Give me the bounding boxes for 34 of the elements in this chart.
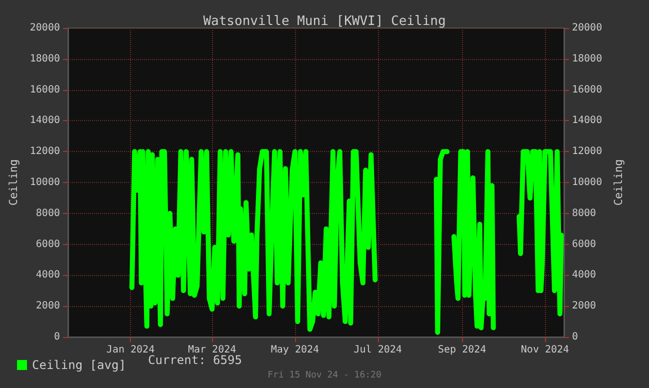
x-tick-label: Mar 2024 [188, 344, 236, 356]
y2-tick-label: 12000 [572, 146, 602, 158]
y-tick-label: 16000 [30, 84, 60, 96]
x-tick-label: Jul 2024 [354, 344, 402, 356]
y2-tick-label: 0 [572, 332, 578, 342]
y2-tick-label: 16000 [572, 84, 602, 96]
y-tick-label: 2000 [36, 300, 60, 312]
y-tick-label: 18000 [30, 53, 60, 64]
y2-axis-title: Ceiling [612, 159, 626, 206]
chart-title: Watsonville Muni [KWVI] Ceiling [203, 14, 446, 29]
y-tick-label: 0 [54, 332, 60, 342]
x-tick-label: Nov 2024 [520, 344, 570, 356]
y-axis-title: Ceiling [7, 159, 20, 206]
y-tick-label: 12000 [30, 146, 60, 158]
y-tick-label: 20000 [30, 22, 60, 34]
legend-label: Ceiling [avg] [32, 358, 126, 372]
y2-tick-label: 2000 [572, 300, 596, 312]
x-tick-label: May 2024 [270, 344, 320, 356]
x-tick-label: Sep 2024 [438, 344, 486, 356]
y2-tick-label: 10000 [572, 177, 602, 188]
text: Current: 6595 [148, 353, 242, 367]
text: Fri 15 Nov 24 - 16:20 [268, 370, 382, 380]
y-tick-label: 4000 [36, 270, 60, 281]
y2-tick-label: 14000 [572, 115, 602, 126]
y-tick-label: 8000 [36, 208, 60, 219]
y2-tick-label: 18000 [572, 53, 602, 64]
x-tick-label: Jan 2024 [106, 344, 155, 356]
y-tick-label: 6000 [36, 238, 60, 250]
y-tick-label: 14000 [30, 115, 60, 126]
y2-tick-label: 6000 [572, 238, 596, 250]
y-tick-label: 10000 [30, 177, 60, 188]
y2-tick-label: 8000 [572, 208, 596, 219]
y2-tick-label: 4000 [572, 270, 596, 281]
y2-tick-label: 20000 [572, 22, 602, 34]
